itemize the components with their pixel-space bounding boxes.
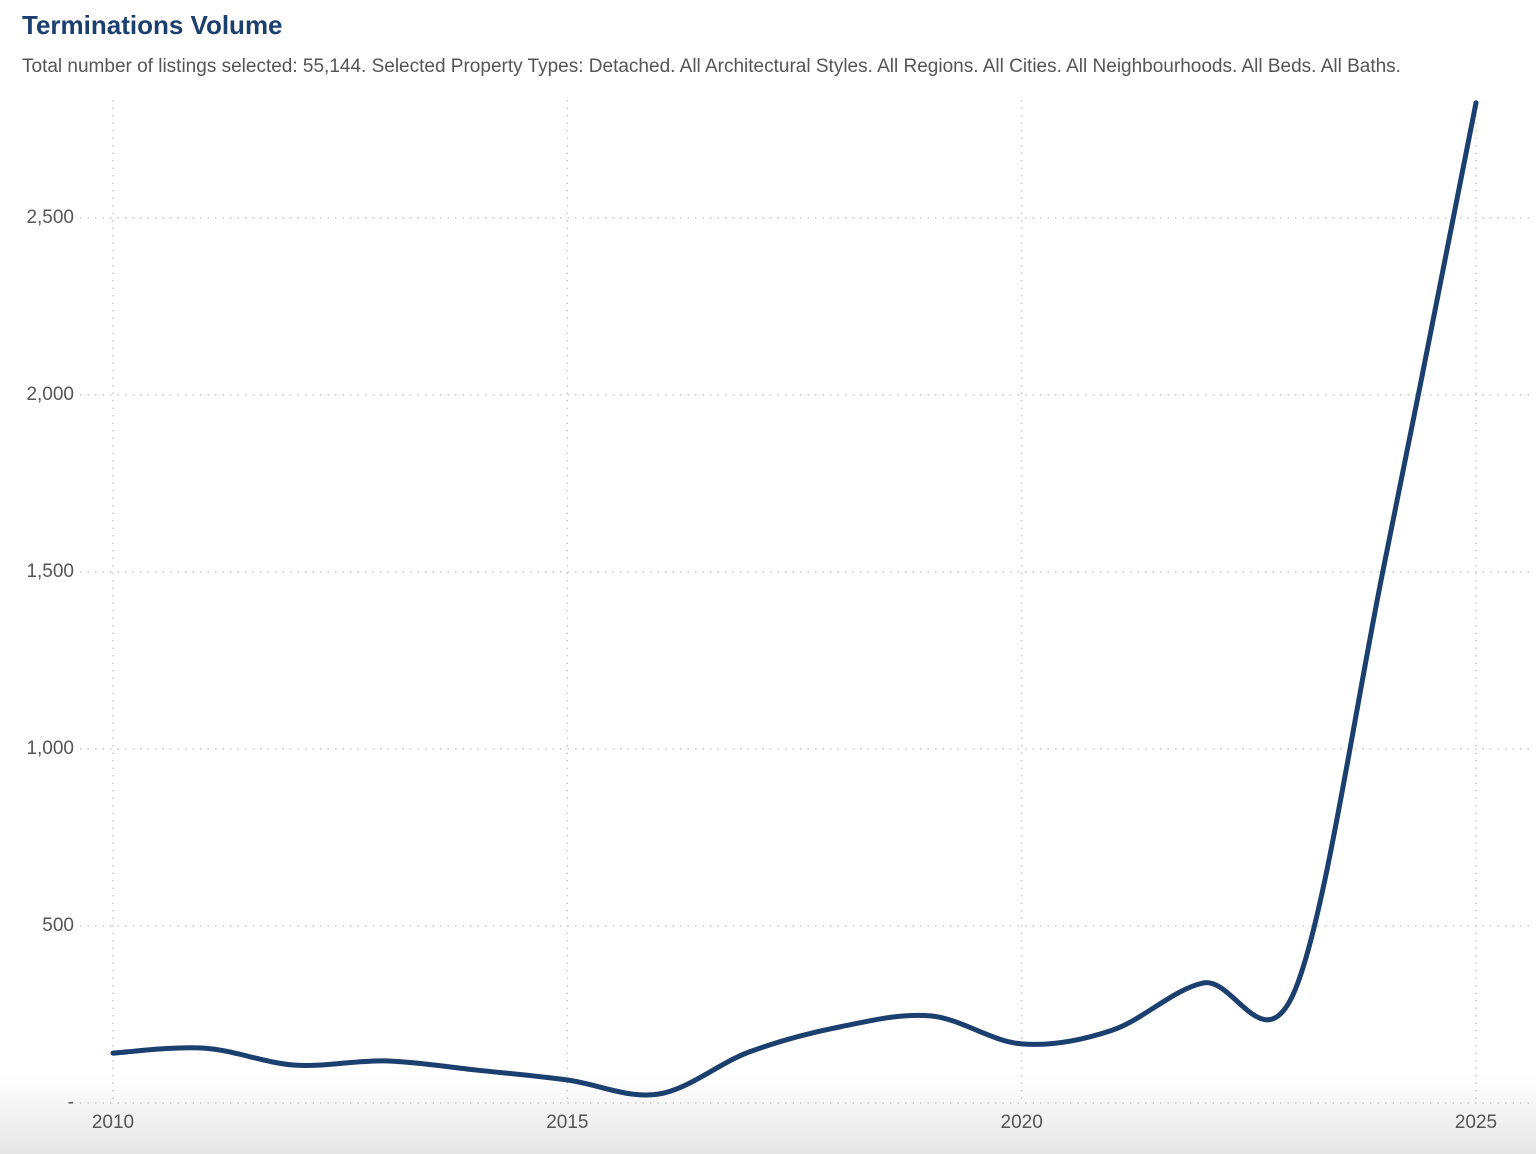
x-tick-label: 2015 xyxy=(546,1112,588,1133)
y-tick-label: 2,000 xyxy=(26,384,74,405)
y-tick-label: 500 xyxy=(42,915,74,936)
chart-subtitle: Total number of listings selected: 55,14… xyxy=(22,56,1401,77)
y-tick-label: 1,000 xyxy=(26,738,74,759)
footer-shade xyxy=(0,1075,1536,1154)
line xyxy=(110,100,1479,1098)
x-tick-label: 2025 xyxy=(1455,1112,1497,1133)
chart-title: Terminations Volume xyxy=(22,10,283,40)
y-tick-label: 2,500 xyxy=(26,207,74,228)
y-tick-label: 1,500 xyxy=(26,561,74,582)
y-tick-label: - xyxy=(68,1092,74,1113)
x-tick-label: 2010 xyxy=(92,1112,134,1133)
x-tick-label: 2020 xyxy=(1001,1112,1043,1133)
